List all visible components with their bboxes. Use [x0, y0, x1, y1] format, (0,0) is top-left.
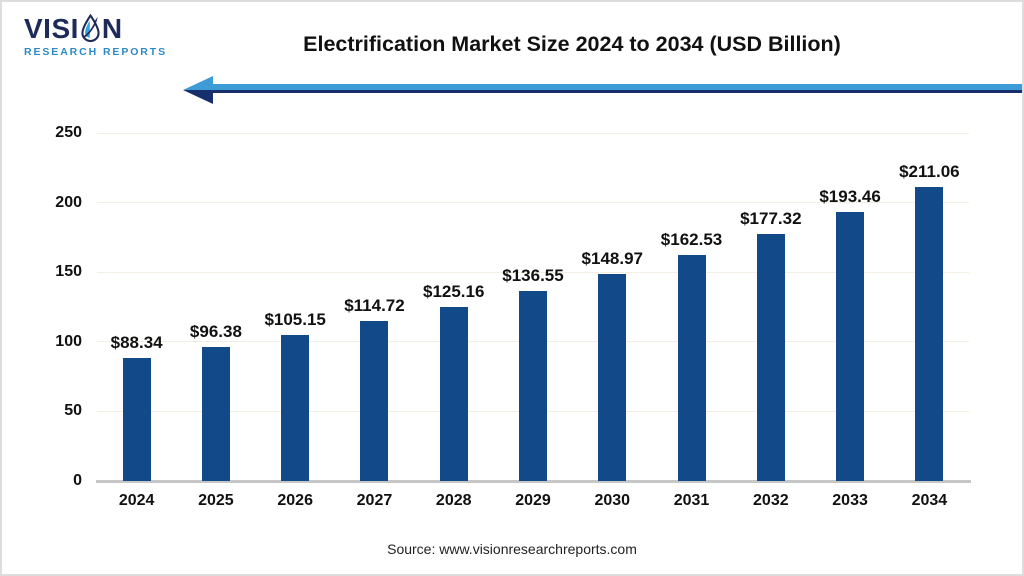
x-axis-tick-2028: 2028: [435, 492, 472, 509]
x-axis-tick-2032: 2032: [753, 492, 789, 509]
x-axis-tick-2033: 2033: [832, 492, 868, 509]
x-axis-tick-2031: 2031: [673, 492, 710, 509]
arrow-shaft-dark-line: [207, 90, 1022, 93]
y-axis-tick-250: 250: [55, 124, 82, 141]
logo-text-prefix: VISI: [24, 13, 79, 44]
bar-value-label-2027: $114.72: [344, 296, 405, 316]
bar-value-label-2034: $211.06: [899, 162, 960, 182]
arrow-shaft-light-line: [207, 84, 1022, 90]
bar-value-label-2025: $96.38: [189, 321, 242, 341]
gridline-250: [97, 132, 969, 134]
x-axis-tick-2029: 2029: [515, 492, 551, 509]
chart-title: Electrification Market Size 2024 to 2034…: [303, 32, 841, 56]
bar-2033: [836, 211, 865, 481]
water-drop-logo-icon: [81, 13, 100, 42]
left-arrow-icon: [183, 76, 213, 104]
source-caption: Source: www.visionresearchreports.com: [387, 541, 637, 557]
x-axis-tick-2027: 2027: [356, 492, 393, 509]
vision-research-reports-logo: VISI N RESEARCH REPORTS: [24, 13, 174, 58]
logo-subtitle: RESEARCH REPORTS: [24, 46, 167, 58]
logo-wordmark: VISI N: [24, 13, 174, 44]
y-axis-tick-50: 50: [64, 402, 82, 420]
x-axis-line: [95, 480, 971, 483]
bar-2029: [519, 290, 547, 481]
bar-2025: [201, 346, 230, 481]
y-axis-tick-200: 200: [55, 193, 82, 211]
gridline-200: [97, 202, 969, 204]
bar-2030: [598, 273, 627, 481]
bar-2032: [756, 234, 785, 481]
bar-value-label-2028: $125.16: [422, 281, 485, 301]
bar-2028: [439, 306, 468, 481]
bar-value-label-2033: $193.46: [819, 186, 881, 206]
bar-2034: [915, 187, 944, 481]
bar-value-label-2024: $88.34: [110, 333, 163, 353]
bar-value-label-2026: $105.15: [264, 309, 326, 329]
bar-value-label-2029: $136.55: [502, 265, 564, 285]
bar-2026: [281, 334, 310, 481]
x-axis-tick-2026: 2026: [277, 492, 313, 509]
bar-2031: [677, 254, 706, 481]
bar-value-label-2031: $162.53: [660, 229, 723, 249]
bar-2024: [122, 358, 151, 481]
gridline-150: [97, 271, 969, 273]
y-axis-tick-150: 150: [55, 263, 82, 281]
logo-text-suffix: N: [101, 13, 123, 44]
y-axis-tick-100: 100: [55, 332, 82, 350]
x-axis-tick-2030: 2030: [594, 492, 631, 509]
y-axis-tick-0: 0: [73, 472, 82, 489]
bar-value-label-2032: $177.32: [740, 209, 802, 229]
x-axis-tick-2034: 2034: [911, 492, 948, 509]
bar-value-label-2030: $148.97: [581, 248, 643, 268]
x-axis-tick-2024: 2024: [118, 492, 155, 509]
bar-2027: [360, 321, 389, 481]
x-axis-tick-2025: 2025: [198, 492, 234, 509]
